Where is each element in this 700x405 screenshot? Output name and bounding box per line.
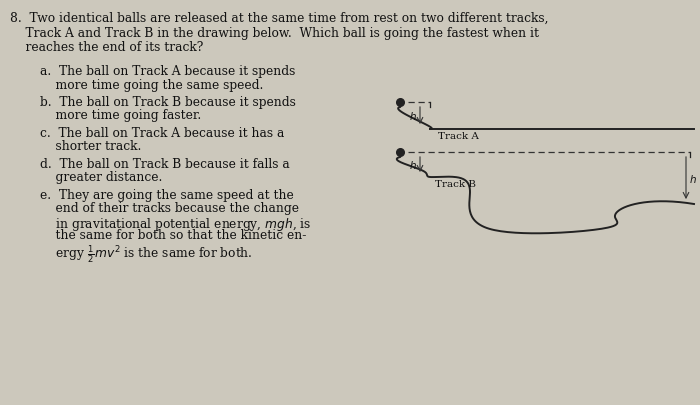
Text: more time going faster.: more time going faster. <box>40 109 202 122</box>
Text: end of their tracks because the change: end of their tracks because the change <box>40 202 299 215</box>
Text: more time going the same speed.: more time going the same speed. <box>40 78 263 91</box>
Text: Track A: Track A <box>438 132 479 141</box>
Text: reaches the end of its track?: reaches the end of its track? <box>10 41 204 54</box>
Text: e.  They are going the same speed at the: e. They are going the same speed at the <box>40 189 294 202</box>
Text: $h$: $h$ <box>409 110 417 122</box>
Text: the same for both so that the kinetic en-: the same for both so that the kinetic en… <box>40 229 307 242</box>
Text: $h$: $h$ <box>409 159 417 171</box>
Text: d.  The ball on Track B because it falls a: d. The ball on Track B because it falls … <box>40 158 290 171</box>
Text: greater distance.: greater distance. <box>40 171 162 184</box>
Text: 8.  Two identical balls are released at the same time from rest on two different: 8. Two identical balls are released at t… <box>10 12 549 25</box>
Text: a.  The ball on Track A because it spends: a. The ball on Track A because it spends <box>40 65 295 78</box>
Text: ergy $\frac{1}{2}mv^2$ is the same for both.: ergy $\frac{1}{2}mv^2$ is the same for b… <box>40 243 253 264</box>
Text: b.  The ball on Track B because it spends: b. The ball on Track B because it spends <box>40 96 296 109</box>
Text: Track A and Track B in the drawing below.  Which ball is going the fastest when : Track A and Track B in the drawing below… <box>10 26 539 39</box>
Text: shorter track.: shorter track. <box>40 140 141 153</box>
Text: in gravitational potential energy, $mgh$, is: in gravitational potential energy, $mgh$… <box>40 215 312 232</box>
Text: $h$: $h$ <box>689 173 697 185</box>
Text: c.  The ball on Track A because it has a: c. The ball on Track A because it has a <box>40 127 284 140</box>
Text: Track B: Track B <box>435 179 476 189</box>
